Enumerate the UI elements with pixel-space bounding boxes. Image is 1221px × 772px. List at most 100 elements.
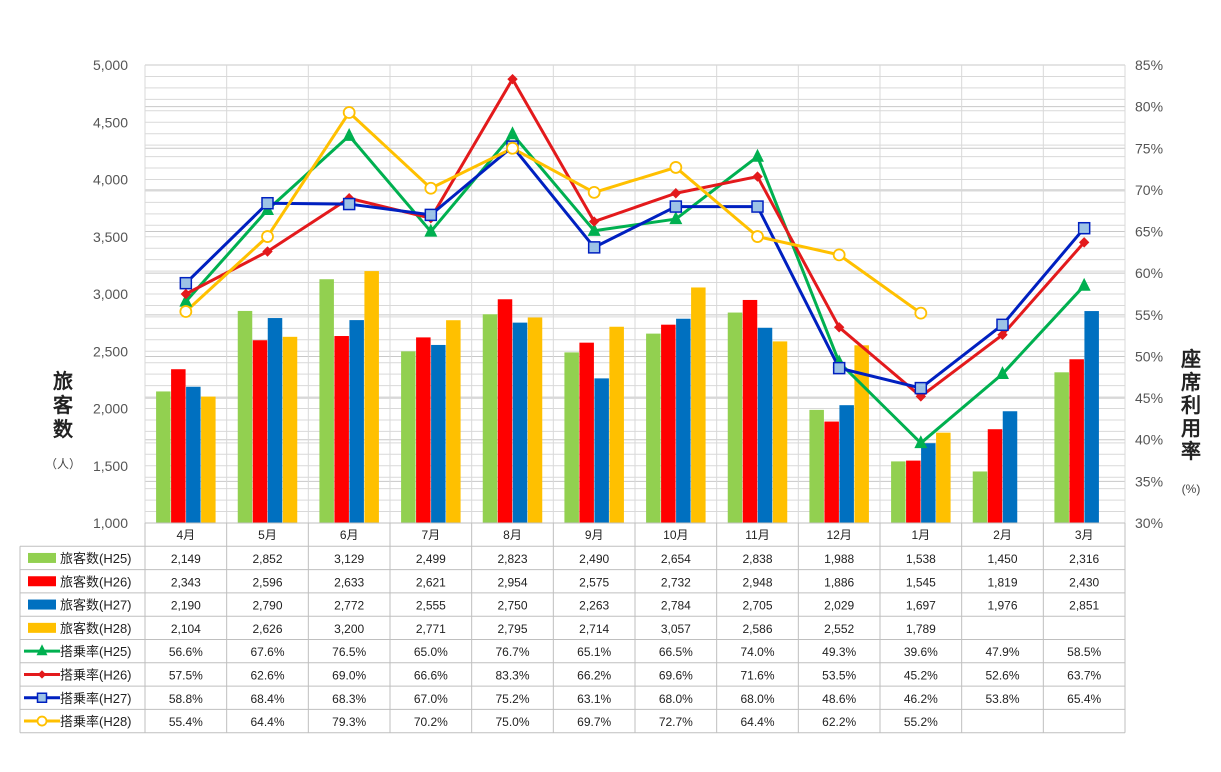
marker-point — [914, 381, 928, 395]
data-label: 2,772 — [334, 599, 364, 613]
category-label: 6月 — [340, 528, 359, 542]
data-label: 74.0% — [740, 645, 774, 659]
data-label: 66.6% — [414, 668, 448, 682]
bar — [987, 429, 1003, 523]
marker-point — [261, 230, 274, 243]
marker-point — [179, 305, 193, 318]
y-right-tick-label: 45% — [1135, 390, 1163, 406]
data-label: 2,621 — [416, 575, 446, 589]
legend-key: 旅客数(H27) — [28, 598, 132, 613]
bar — [1002, 411, 1018, 523]
data-label: 68.0% — [740, 692, 774, 706]
bar-series — [201, 271, 951, 523]
marker-point — [342, 197, 356, 211]
data-label: 2,954 — [497, 575, 527, 589]
data-label: 2,316 — [1069, 552, 1099, 566]
series-line — [185, 77, 1086, 398]
bar-series — [171, 299, 1084, 523]
data-label: 2,948 — [742, 575, 772, 589]
y-left-tick-label: 1,500 — [93, 458, 128, 474]
legend-key: 旅客数(H28) — [28, 621, 132, 636]
data-label: 53.8% — [985, 692, 1019, 706]
data-label: 3,129 — [334, 552, 364, 566]
data-label: 2,654 — [661, 552, 691, 566]
marker-point — [261, 196, 274, 210]
y-left-tick-label: 1,000 — [93, 515, 128, 531]
marker-point — [342, 106, 356, 119]
data-label: 1,988 — [824, 552, 854, 566]
data-label: 2,714 — [579, 622, 609, 636]
legend-swatch — [28, 599, 56, 610]
category-label: 10月 — [663, 528, 688, 542]
marker-point — [751, 148, 764, 162]
data-label: 2,705 — [742, 599, 772, 613]
bar — [171, 369, 186, 523]
bar — [1069, 359, 1084, 523]
data-label: 2,784 — [661, 599, 691, 613]
y-right-tick-label: 65% — [1135, 224, 1163, 240]
bar — [839, 405, 854, 523]
y-right-tick-label: 35% — [1135, 473, 1163, 489]
bar — [772, 341, 788, 523]
legend-swatch — [28, 622, 56, 633]
y-right-tick-label: 70% — [1135, 182, 1163, 198]
legend-label: 搭乗率(H26) — [60, 667, 132, 682]
marker-point — [179, 276, 193, 290]
data-label: 3,057 — [661, 622, 691, 636]
data-label: 2,838 — [742, 552, 772, 566]
y-left-tick-label: 4,000 — [93, 172, 128, 188]
data-label: 47.9% — [985, 645, 1019, 659]
bar — [906, 460, 921, 523]
data-label: 2,771 — [416, 622, 446, 636]
marker-point — [996, 318, 1009, 332]
data-label: 63.7% — [1067, 668, 1101, 682]
data-label: 67.6% — [250, 645, 284, 659]
marker-point — [507, 73, 518, 85]
data-label: 2,575 — [579, 575, 609, 589]
bar — [809, 409, 824, 523]
category-label: 12月 — [826, 528, 851, 542]
legend-label: 搭乗率(H27) — [60, 691, 132, 706]
data-label: 55.4% — [169, 715, 203, 729]
y-right-tick-label: 30% — [1135, 515, 1163, 531]
y-right-tick-label: 85% — [1135, 57, 1163, 73]
bar — [594, 378, 609, 523]
data-label: 1,789 — [906, 622, 936, 636]
bar — [891, 461, 906, 523]
bar — [186, 386, 201, 523]
data-label: 2,149 — [171, 552, 201, 566]
bar — [416, 337, 431, 523]
legend-label: 旅客数(H28) — [60, 621, 132, 636]
marker-point — [424, 223, 438, 237]
data-label: 57.5% — [169, 668, 203, 682]
bar — [757, 327, 773, 523]
category-label: 2月 — [993, 528, 1012, 542]
data-label: 66.5% — [659, 645, 693, 659]
legend-label: 旅客数(H27) — [60, 598, 132, 613]
category-label: 3月 — [1075, 528, 1094, 542]
bar — [921, 443, 936, 523]
data-label: 39.6% — [904, 645, 938, 659]
bar — [482, 314, 498, 523]
data-label: 69.7% — [577, 715, 611, 729]
bar — [972, 471, 988, 523]
data-label: 1,697 — [906, 599, 936, 613]
legend-key: 旅客数(H26) — [28, 574, 132, 589]
y-left-axis-title: 旅客数 （人） — [45, 369, 81, 471]
y-left-tick-label: 2,500 — [93, 343, 128, 359]
data-label: 2,823 — [497, 552, 527, 566]
data-label: 2,732 — [661, 575, 691, 589]
data-label: 2,633 — [334, 575, 364, 589]
bar — [824, 421, 839, 523]
bar-series — [186, 311, 1099, 523]
y-left-ticks: 1,000 1,500 2,000 2,500 3,000 3,500 4,000 4,500… — [93, 57, 128, 531]
marker-point — [37, 670, 47, 679]
bar — [609, 326, 624, 523]
marker-point — [36, 644, 48, 656]
marker-point — [914, 306, 928, 320]
marker-point — [669, 161, 683, 174]
legend-key: 搭乗率(H26) — [24, 667, 132, 682]
data-label: 1,545 — [906, 575, 936, 589]
category-label: 8月 — [503, 528, 522, 542]
